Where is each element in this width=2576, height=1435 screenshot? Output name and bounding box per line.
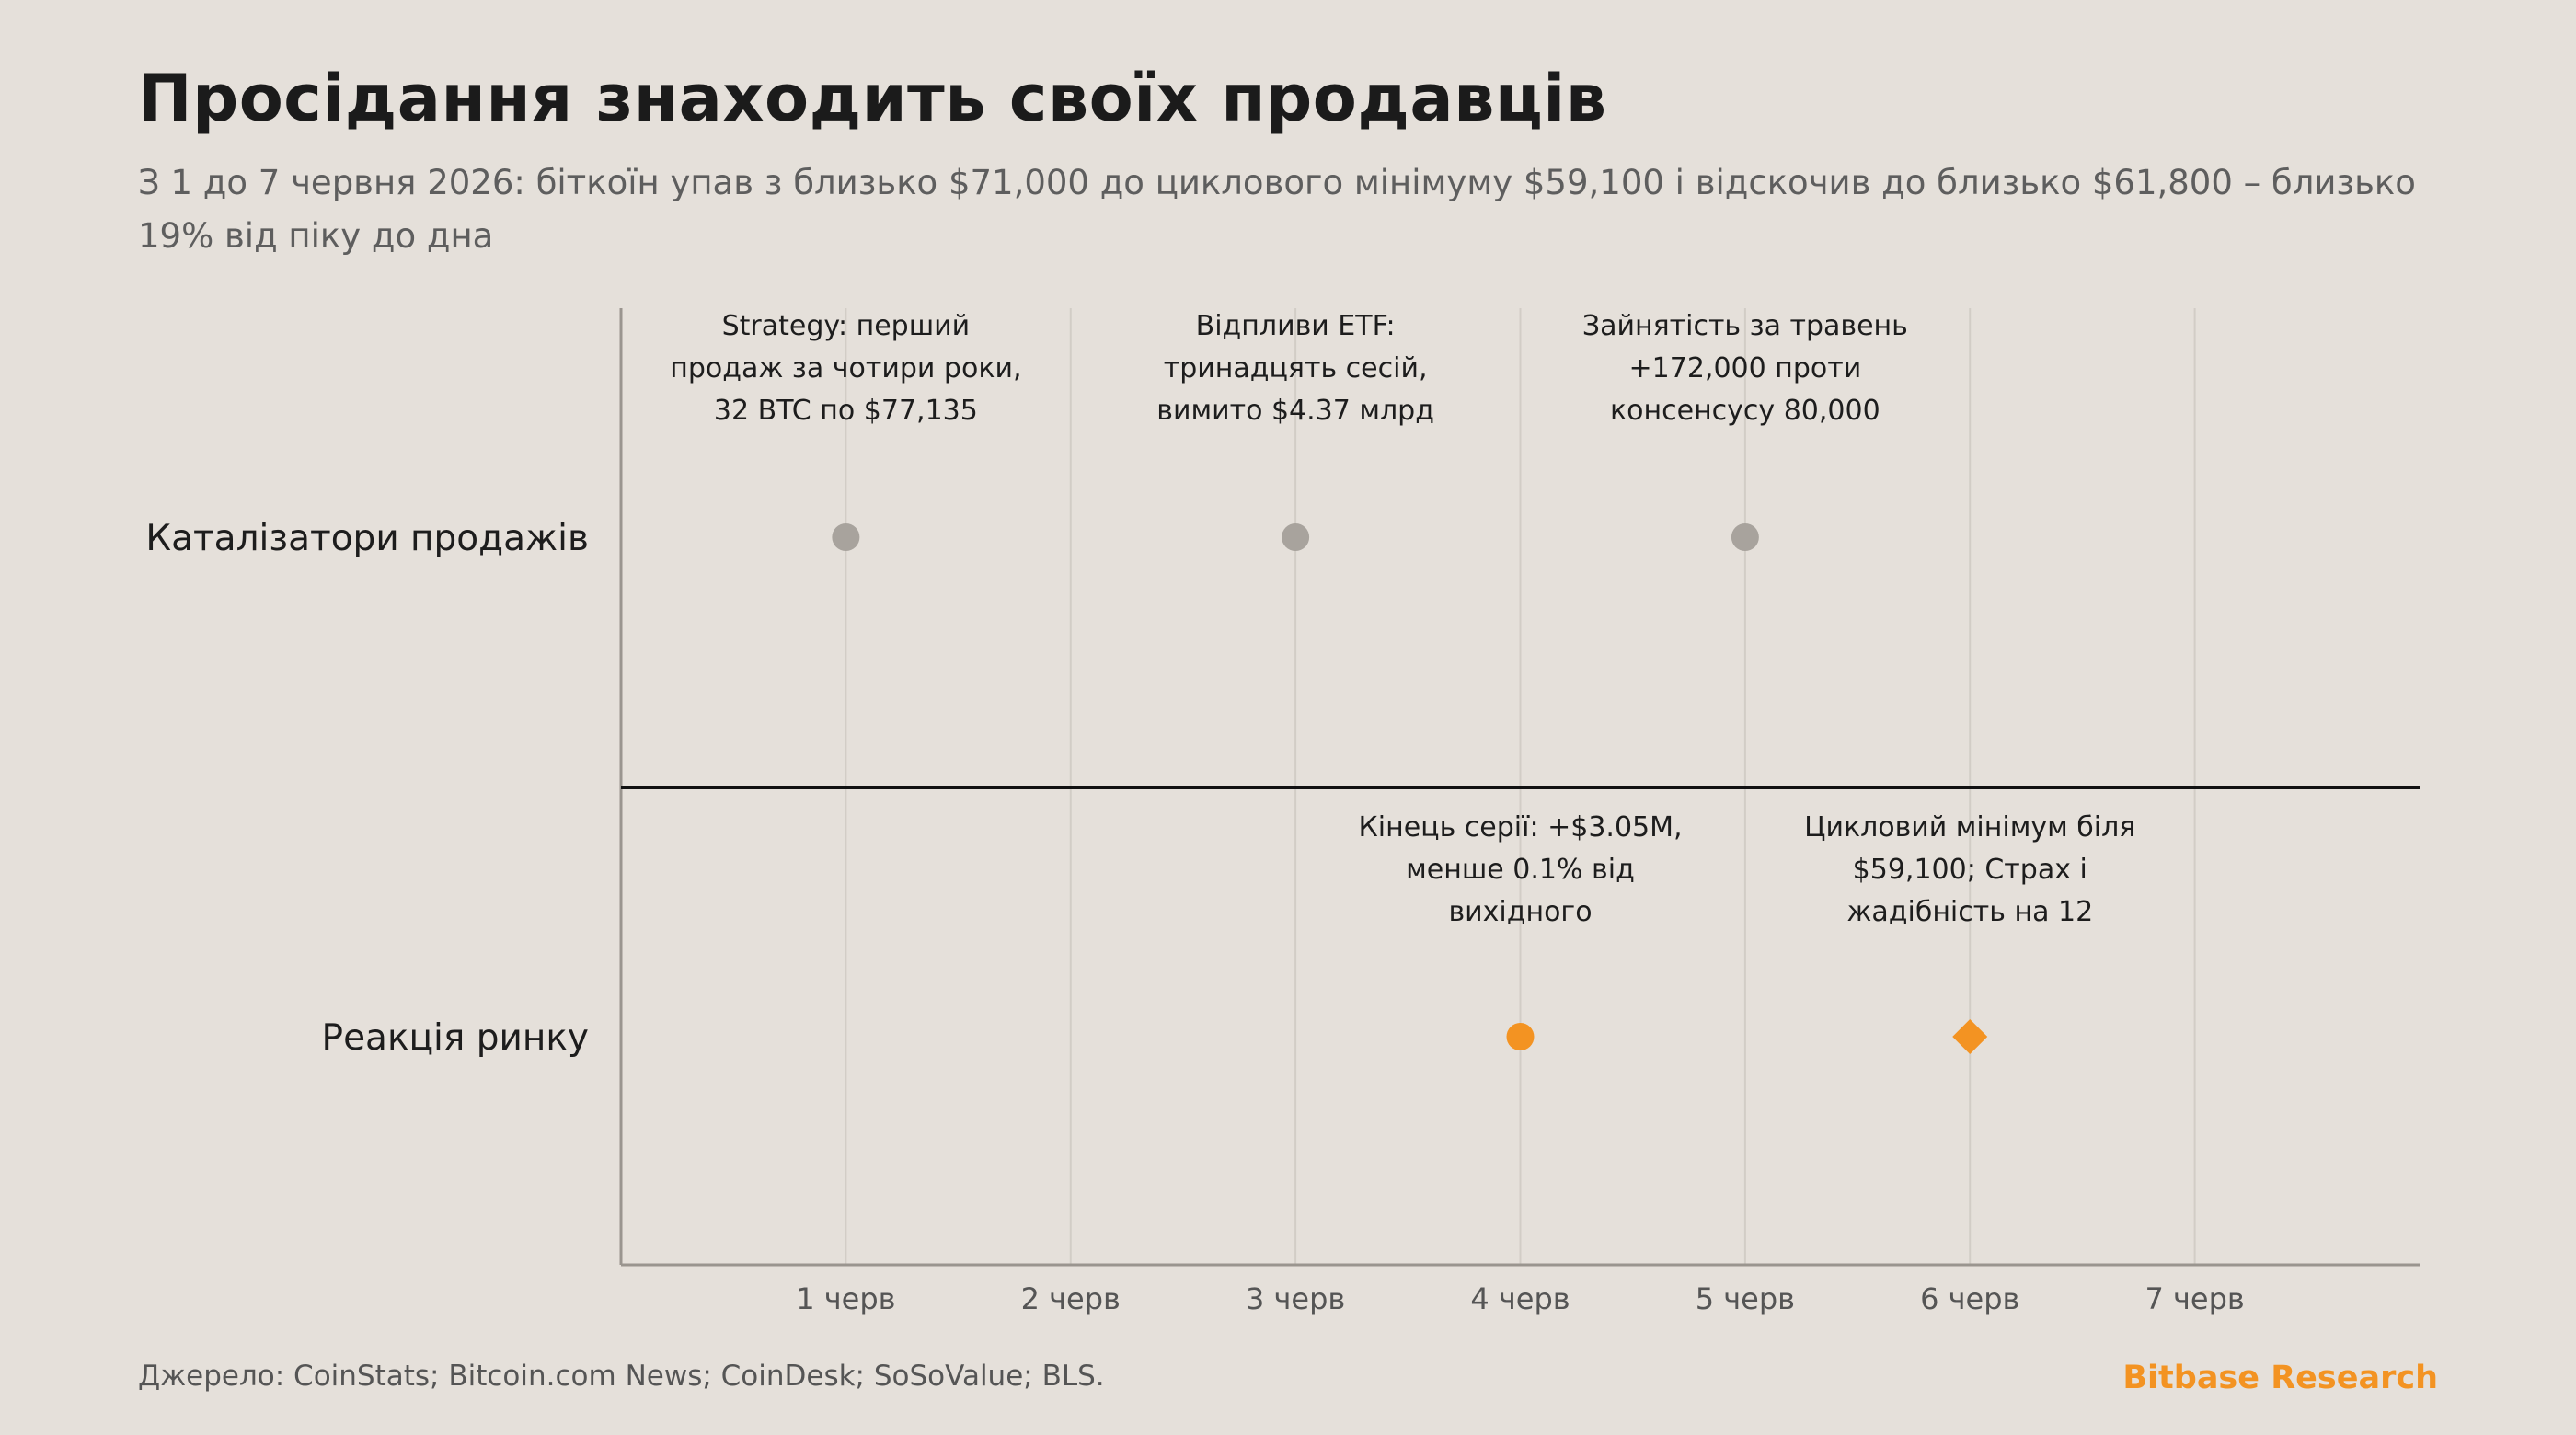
row-label: Каталізатори продажів bbox=[145, 518, 589, 559]
x-tick-label: 2 черв bbox=[1021, 1281, 1121, 1316]
annotation: Strategy: перший продаж за чотири роки, 32… bbox=[670, 310, 1021, 427]
data-point bbox=[1731, 523, 1759, 551]
data-point bbox=[1282, 523, 1310, 551]
data-point bbox=[1506, 1023, 1535, 1050]
annotation-line: тринадцять сесій, bbox=[1164, 352, 1428, 385]
annotation: Кінець серії: +$3.05M, менше 0.1% від вихі… bbox=[1358, 811, 1682, 928]
annotation-line: продаж за чотири роки, bbox=[670, 352, 1021, 385]
annotation: Цикловий мінімум біля $59,100; Страх і жад… bbox=[1804, 811, 2135, 928]
axes bbox=[619, 308, 2420, 1267]
x-tick-label: 1 черв bbox=[796, 1281, 895, 1316]
annotation-line: 32 BTC по $77,135 bbox=[714, 395, 978, 427]
x-tick-label: 7 черв bbox=[2145, 1281, 2244, 1316]
source-note: Джерело: CoinStats; Bitcoin.com News; Co… bbox=[138, 1360, 1105, 1393]
markers bbox=[832, 523, 1988, 1054]
chart-title: Просідання знаходить своїх продавців bbox=[138, 61, 1607, 136]
annotation-line: $59,100; Страх і bbox=[1853, 854, 2087, 886]
data-point bbox=[832, 523, 860, 551]
data-point-diamond bbox=[1952, 1019, 1988, 1054]
row-labels: Каталізатори продажів Реакція ринку bbox=[145, 518, 589, 1059]
brand-logo: Bitbase Research bbox=[2122, 1360, 2438, 1396]
x-tick-label: 3 черв bbox=[1246, 1281, 1345, 1316]
annotation-line: Цикловий мінімум біля bbox=[1804, 811, 2135, 844]
x-tick-label: 5 черв bbox=[1696, 1281, 1795, 1316]
annotation-line: вихідного bbox=[1448, 896, 1592, 928]
annotation-line: менше 0.1% від bbox=[1406, 854, 1635, 886]
row-label: Реакція ринку bbox=[322, 1017, 589, 1059]
annotation: Відпливи ETF: тринадцять сесій, вимито $4.… bbox=[1156, 310, 1434, 427]
annotation-line: Зайнятість за травень bbox=[1582, 310, 1908, 342]
x-tick-label: 6 черв bbox=[1920, 1281, 2019, 1316]
annotation-line: +172,000 проти bbox=[1629, 352, 1862, 385]
x-tick-labels: 1 черв 2 черв 3 черв 4 черв 5 черв 6 черв 7 че… bbox=[796, 1281, 2245, 1316]
annotation-line: жадібність на 12 bbox=[1846, 896, 2093, 928]
annotation-line: Кінець серії: +$3.05M, bbox=[1358, 811, 1682, 844]
timeline-chart: Каталізатори продажів Реакція ринку 1 чер… bbox=[145, 308, 2420, 1316]
chart-subtitle: З 1 до 7 червня 2026: біткоїн упав з бли… bbox=[138, 163, 2416, 256]
annotation-line: Відпливи ETF: bbox=[1196, 310, 1396, 342]
annotation-line: Strategy: перший bbox=[722, 310, 971, 342]
x-tick-label: 4 черв bbox=[1470, 1281, 1570, 1316]
annotation: Зайнятість за травень +172,000 проти консе… bbox=[1582, 310, 1908, 427]
annotation-line: консенсусу 80,000 bbox=[1610, 395, 1880, 427]
annotations: Strategy: перший продаж за чотири роки, 32… bbox=[670, 310, 2135, 928]
annotation-line: вимито $4.37 млрд bbox=[1156, 395, 1434, 427]
